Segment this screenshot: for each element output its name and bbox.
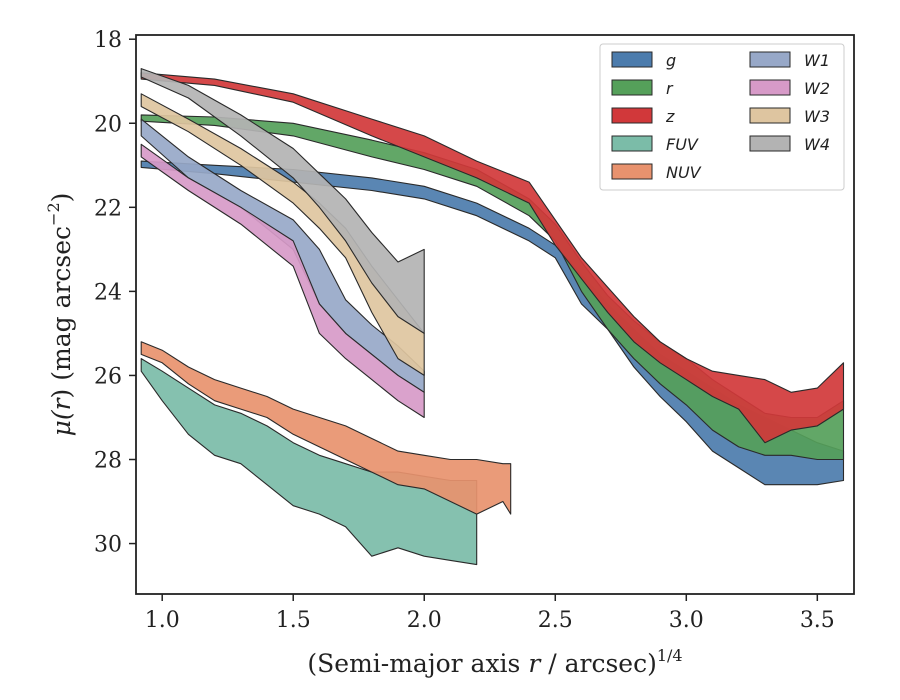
legend-label-g: g	[666, 51, 676, 70]
x-tick-label: 2.5	[538, 608, 573, 633]
legend-label-w4: W4	[804, 135, 830, 154]
legend-swatch-nuv	[611, 163, 653, 180]
band-g	[140, 160, 845, 486]
y-tick-label: 18	[94, 28, 122, 53]
legend-label-w2: W2	[804, 79, 830, 98]
legend-swatch-w2	[749, 79, 791, 96]
legend-swatch-r	[611, 79, 653, 96]
x-tick-label: 3.0	[669, 608, 704, 633]
y-tick-label: 22	[94, 196, 122, 221]
legend: grz FUV NUV W1 W2 W3 W4	[599, 43, 845, 191]
plot-frame	[135, 34, 855, 595]
legend-label-fuv: FUV	[666, 135, 699, 154]
legend-swatch-w1	[749, 51, 791, 68]
band-z	[140, 72, 845, 444]
legend-swatch-z	[611, 107, 653, 124]
x-axis-label: (Semi-major axis r / arcsec)1/4	[307, 646, 682, 678]
x-axis: 1.0 1.5 2.0 2.5 3.0 3.5	[145, 594, 835, 633]
legend-label-w3: W3	[804, 107, 830, 126]
legend-swatch-g	[611, 51, 653, 68]
legend-label-w1: W1	[804, 51, 830, 70]
legend-swatch-fuv	[611, 135, 653, 152]
y-tick-label: 28	[94, 449, 122, 474]
band-w4	[140, 68, 425, 334]
legend-swatch-w3	[749, 107, 791, 124]
legend-swatch-w4	[749, 135, 791, 152]
y-tick-label: 26	[94, 364, 122, 389]
band-w3	[140, 93, 425, 376]
y-axis-label: μ(r) (mag arcsec−2)	[44, 193, 76, 437]
legend-label-r: r	[666, 79, 674, 98]
x-tick-label: 2.0	[407, 608, 442, 633]
x-tick-label: 1.0	[145, 608, 180, 633]
x-tick-label: 3.5	[800, 608, 835, 633]
y-tick-label: 24	[94, 280, 122, 305]
y-tick-label: 20	[94, 112, 122, 137]
band-w2	[140, 143, 425, 419]
bands-layer	[140, 68, 845, 566]
legend-label-nuv: NUV	[666, 163, 702, 182]
y-axis: 18 20 22 24 26 28 30	[94, 28, 136, 558]
legend-label-z: z	[665, 107, 675, 126]
y-tick-label: 30	[94, 533, 122, 558]
band-fuv	[140, 358, 478, 566]
band-nuv	[140, 341, 512, 515]
x-tick-label: 1.5	[276, 608, 311, 633]
